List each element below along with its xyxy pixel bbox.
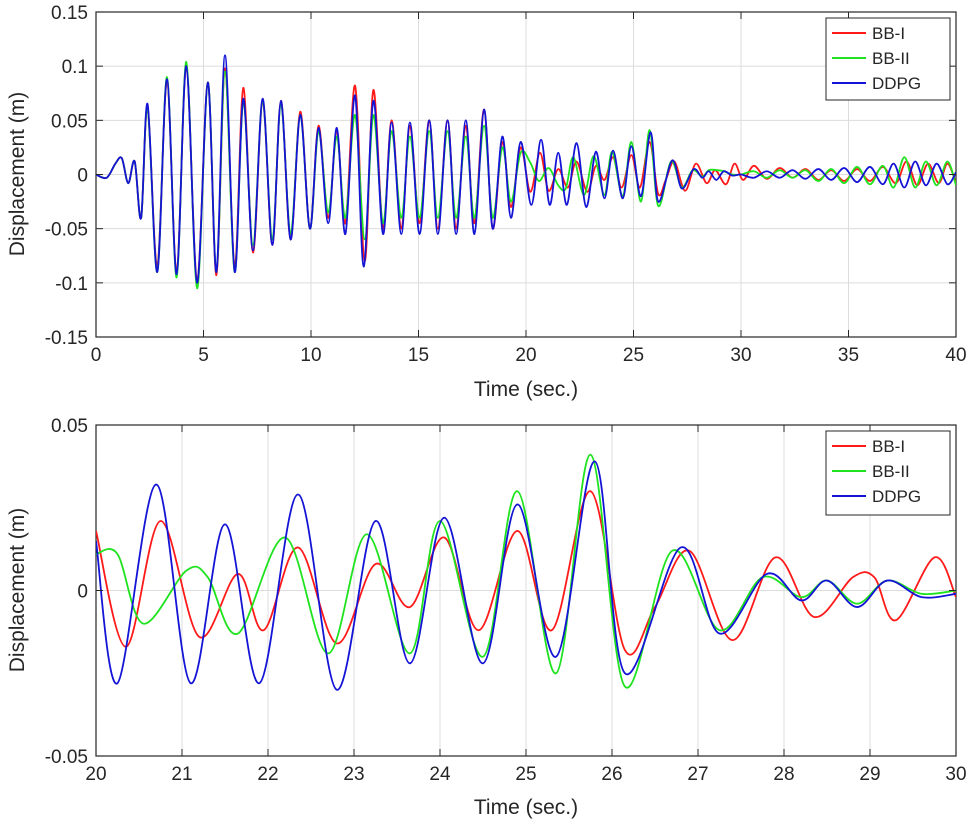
top-chart: 0 5 10 15 20 25 30 35 40 -0.15 -0.1 -0.05 0 0.05 0.1 0.… (6, 3, 967, 401)
bottom-series-bb-ii (96, 453, 956, 689)
bottom-series-bb-i (96, 490, 956, 656)
top-y-axis-label: Displacement (m) (6, 92, 29, 257)
bottom-x-tick-label: 25 (515, 764, 536, 785)
bottom-x-tick-label: 21 (171, 764, 192, 785)
top-legend: BB-I BB-II DDPG (825, 17, 951, 101)
top-y-tick-label: -0.15 (45, 328, 88, 349)
bottom-legend: BB-I BB-II DDPG (825, 430, 951, 516)
top-y-tick-label: -0.1 (55, 274, 88, 295)
top-series-ddpg (96, 54, 956, 284)
bottom-x-axis-label: Time (sec.) (474, 796, 578, 819)
bottom-x-tick-label: 28 (773, 764, 794, 785)
top-y-tick-label: 0.05 (51, 111, 88, 132)
top-x-axis-label: Time (sec.) (474, 378, 578, 401)
bottom-x-tick-label: 23 (343, 764, 364, 785)
top-y-tick-label: 0.1 (62, 57, 88, 78)
top-legend-label-bb-i: BB-I (872, 24, 905, 43)
bottom-legend-label-bb-i: BB-I (872, 437, 905, 456)
bottom-x-tick-label: 20 (85, 764, 106, 785)
top-x-tick-label: 0 (91, 345, 102, 366)
bottom-x-tick-label: 26 (601, 764, 622, 785)
bottom-x-tick-label: 24 (429, 764, 451, 785)
top-legend-label-bb-ii: BB-II (872, 49, 910, 68)
top-x-tick-label: 30 (730, 345, 751, 366)
bottom-legend-label-ddpg: DDPG (872, 487, 921, 506)
top-x-tick-label: 35 (838, 345, 859, 366)
top-x-tick-label: 20 (515, 345, 536, 366)
top-x-tick-label: 40 (945, 345, 966, 366)
bottom-chart: 20 21 22 23 24 25 26 27 28 29 30 -0.05 0 0.05 Time (s… (6, 416, 967, 819)
top-y-tick-label: 0.15 (51, 3, 88, 24)
bottom-legend-label-bb-ii: BB-II (872, 462, 910, 481)
top-y-tick-label: -0.05 (45, 220, 88, 241)
top-y-tick-label: 0 (77, 166, 88, 187)
bottom-x-tick-label: 27 (687, 764, 708, 785)
top-x-tick-label: 5 (198, 345, 209, 366)
bottom-y-tick-label: -0.05 (45, 747, 88, 768)
bottom-y-tick-label: 0 (77, 582, 88, 603)
top-x-tick-label: 10 (300, 345, 321, 366)
top-x-tick-label: 15 (408, 345, 429, 366)
bottom-series-ddpg (96, 460, 956, 691)
bottom-x-tick-label: 22 (257, 764, 278, 785)
bottom-x-tick-label: 29 (859, 764, 880, 785)
top-x-tick-label: 25 (623, 345, 644, 366)
top-legend-label-ddpg: DDPG (872, 74, 921, 93)
bottom-y-tick-label: 0.05 (51, 416, 88, 437)
bottom-y-axis-label: Displacement (m) (6, 508, 29, 673)
bottom-x-tick-label: 30 (945, 764, 966, 785)
